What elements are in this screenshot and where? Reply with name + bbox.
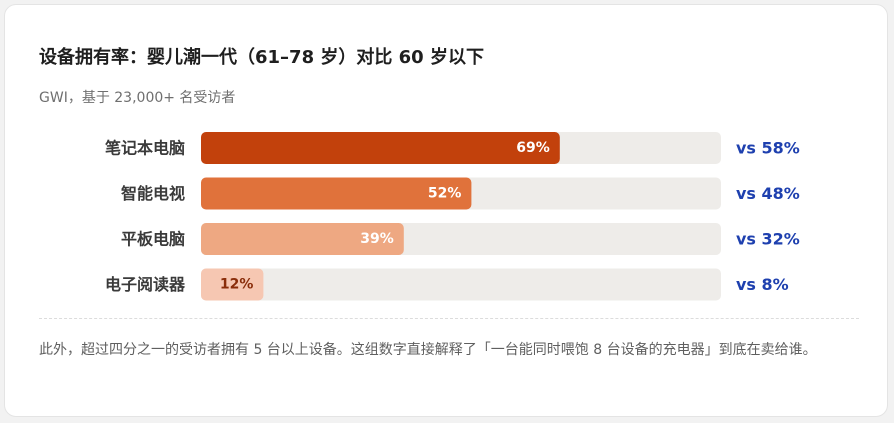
- comparison-label: vs 58%: [736, 139, 800, 158]
- bar: [201, 223, 404, 255]
- divider: [39, 318, 859, 319]
- bar-value-label: 52%: [428, 186, 462, 202]
- bar: [201, 268, 264, 301]
- chart-card: 设备拥有率：婴儿潮一代（61–78 岁）对比 60 岁以下 GWI，基于 23,…: [4, 4, 888, 417]
- bar: [201, 177, 472, 210]
- bar-track: [201, 268, 721, 301]
- chart-title: 设备拥有率：婴儿潮一代（61–78 岁）对比 60 岁以下: [39, 47, 484, 68]
- comparison-label: vs 32%: [736, 230, 800, 249]
- category-label: 平板电脑: [121, 230, 185, 249]
- category-label: 智能电视: [121, 184, 185, 203]
- bar-value-label: 39%: [360, 231, 394, 247]
- chart-subtitle: GWI，基于 23,000+ 名受访者: [39, 90, 236, 106]
- bar: [201, 132, 560, 164]
- bar-value-label: 12%: [220, 277, 254, 293]
- comparison-label: vs 8%: [736, 275, 789, 294]
- category-label: 电子阅读器: [105, 275, 186, 294]
- bar-value-label: 69%: [516, 140, 550, 156]
- category-label: 笔记本电脑: [105, 139, 185, 158]
- comparison-label: vs 48%: [736, 184, 800, 203]
- bar-chart: 笔记本电脑 69% vs 58% 智能电视 52% vs 48% 平板电脑 39% vs 32%…: [105, 132, 800, 301]
- footnote: 此外，超过四分之一的受访者拥有 5 台以上设备。这组数字直接解释了「一台能同时喂…: [39, 342, 817, 358]
